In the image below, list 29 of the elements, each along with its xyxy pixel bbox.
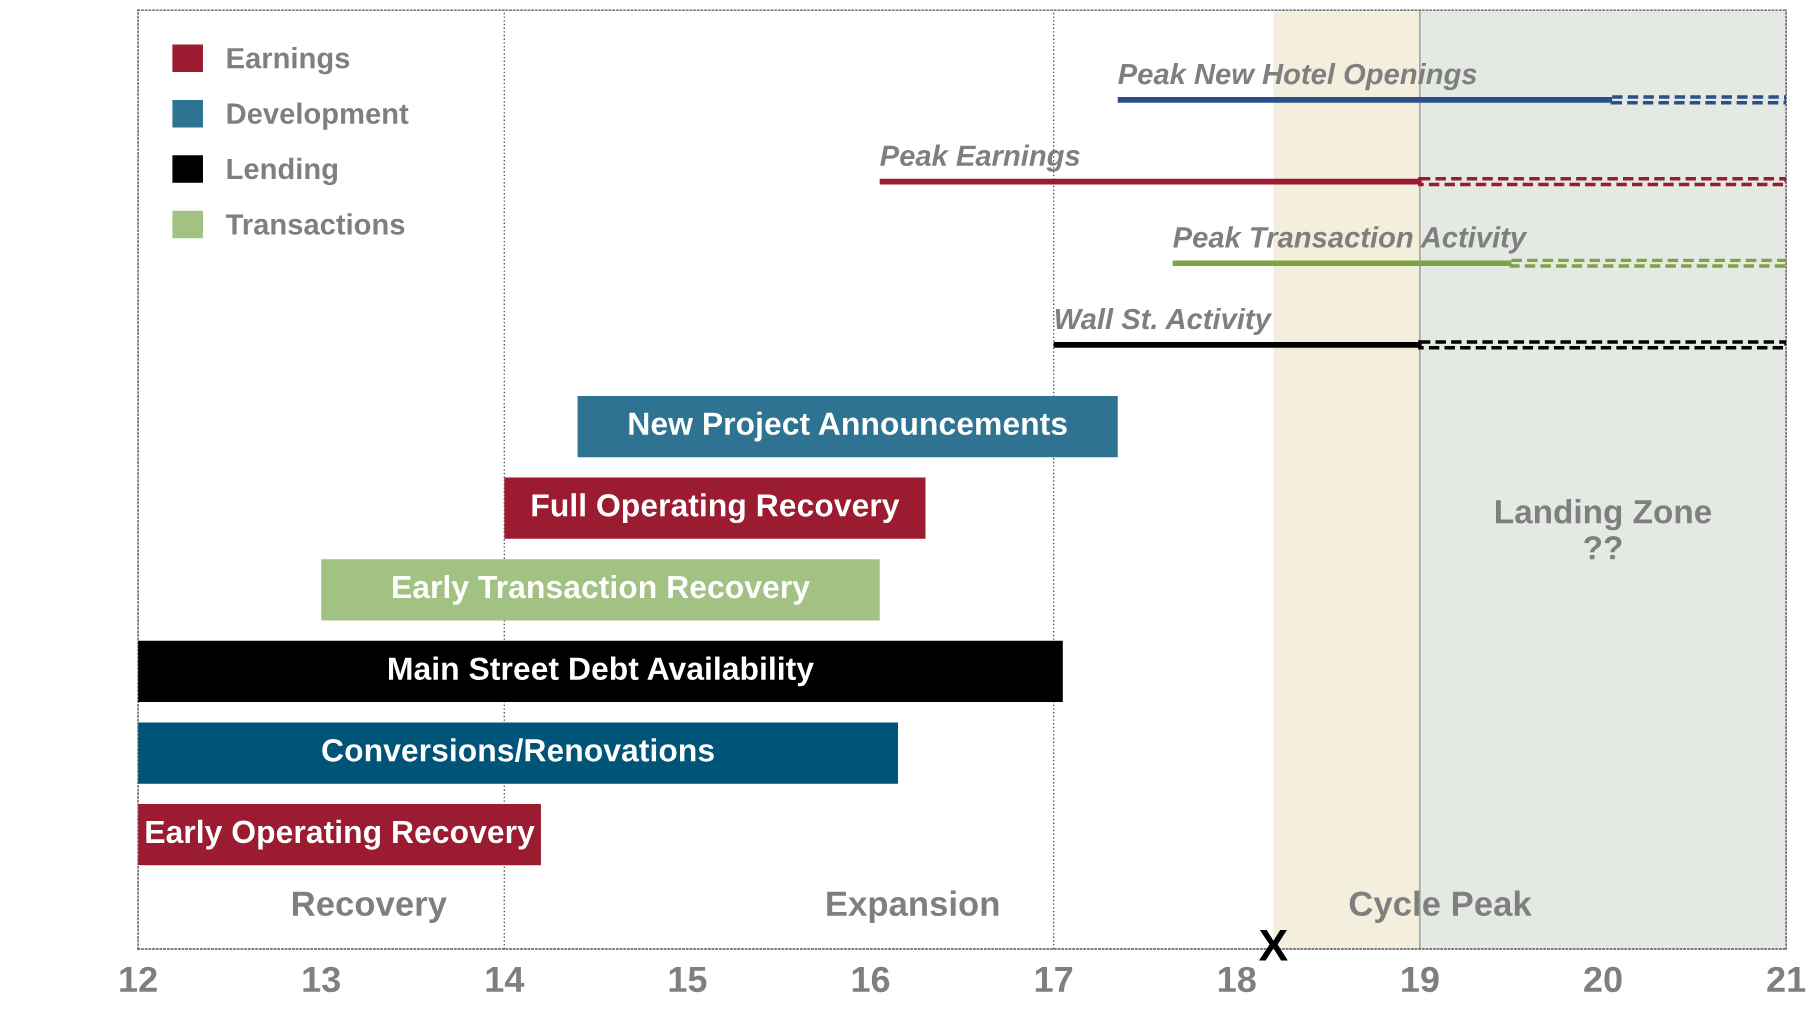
x-tick-label: 20 xyxy=(1584,966,1622,993)
x-tick-label: 18 xyxy=(1218,966,1256,993)
legend-label: Transactions xyxy=(225,213,405,235)
y-tick-label: Peak Transaction Activity xyxy=(1173,226,1528,254)
text: Recovery xyxy=(292,891,447,923)
text: Expansion xyxy=(827,890,999,923)
y-tick-label: New Project Announcements xyxy=(629,411,1067,442)
bar xyxy=(138,722,899,784)
x-tick-label: 15 xyxy=(669,967,707,993)
y-tick-label: Conversions/Renovations xyxy=(322,738,714,762)
band-label: Landing Zone ?? xyxy=(1495,499,1712,560)
legend-label: Development xyxy=(227,102,409,130)
legend-label: Lending xyxy=(227,157,338,186)
bar xyxy=(138,640,1063,703)
y-tick-label: Full Operating Recovery xyxy=(532,493,900,524)
x-tick-label: 17 xyxy=(1035,967,1073,992)
x-tick-label: 14 xyxy=(486,967,525,992)
text: X xyxy=(1258,929,1288,961)
x-tick-label: 16 xyxy=(852,966,890,993)
y-tick-label: Peak Earnings xyxy=(880,144,1080,172)
x-tick-label: 21 xyxy=(1767,966,1806,992)
y-tick-label: Main Street Debt Availability xyxy=(389,656,814,687)
x-tick-label: 12 xyxy=(120,966,157,992)
y-tick-label: Early Operating Recovery xyxy=(146,819,535,850)
legend-label: Earnings xyxy=(227,47,350,75)
x-tick-label: 19 xyxy=(1402,966,1439,993)
x-tick-label: 13 xyxy=(303,966,340,993)
y-tick-label: Early Transaction Recovery xyxy=(393,574,810,605)
y-tick-label: Wall St. Activity xyxy=(1055,307,1273,336)
